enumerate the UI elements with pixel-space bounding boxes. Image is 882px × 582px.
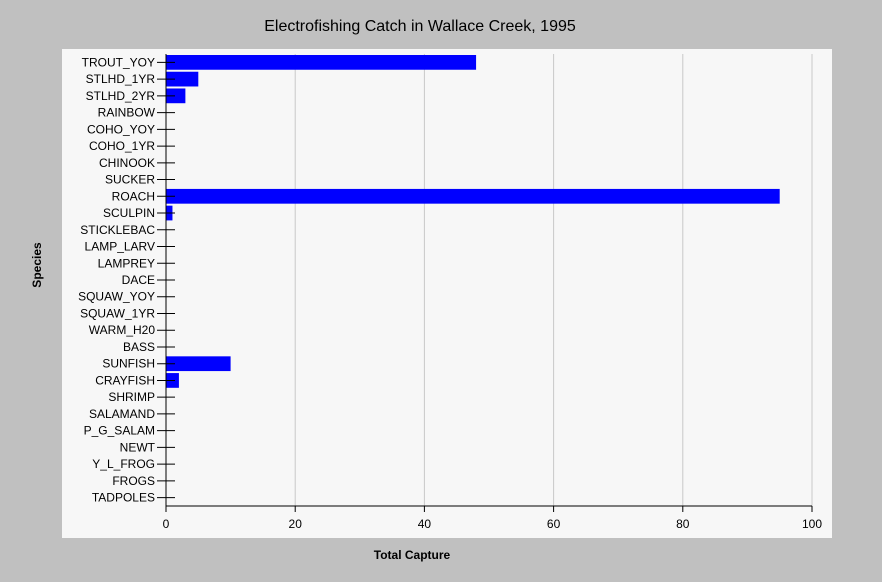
x-tick-label: 60 — [547, 517, 561, 531]
category-label: SUCKER — [105, 173, 155, 187]
category-label: P_G_SALAM — [84, 424, 155, 438]
category-label: TROUT_YOY — [82, 55, 155, 69]
x-tick-label: 20 — [289, 517, 303, 531]
category-label: SQUAW_YOY — [78, 290, 155, 304]
category-label: STICKLEBAC — [80, 223, 155, 237]
category-label: SHRIMP — [108, 390, 155, 404]
x-tick-label: 40 — [418, 517, 432, 531]
bar — [166, 356, 231, 372]
bar — [166, 55, 477, 70]
bar — [166, 188, 780, 204]
x-tick-label: 0 — [163, 517, 170, 531]
category-label: SCULPIN — [103, 206, 155, 220]
category-label: COHO_1YR — [89, 139, 155, 153]
category-label: LAMP_LARV — [85, 240, 155, 254]
plot-panel — [62, 49, 832, 538]
category-label: RAINBOW — [98, 106, 156, 120]
category-label: FROGS — [112, 474, 155, 488]
category-label: CRAYFISH — [95, 373, 155, 387]
category-label: COHO_YOY — [87, 122, 155, 136]
category-label: DACE — [122, 273, 155, 287]
category-label: STLHD_1YR — [86, 72, 156, 86]
category-label: Y_L_FROG — [92, 457, 155, 471]
x-axis-title: Total Capture — [373, 548, 451, 562]
x-tick-label: 80 — [676, 517, 690, 531]
category-label: ROACH — [112, 189, 155, 203]
x-tick-label: 100 — [802, 517, 822, 531]
category-label: SQUAW_1YR — [80, 306, 155, 320]
bar — [166, 71, 199, 87]
category-label: CHINOOK — [99, 156, 155, 170]
category-label: STLHD_2YR — [86, 89, 156, 103]
category-label: NEWT — [120, 440, 156, 454]
category-label: BASS — [123, 340, 155, 354]
category-label: SALAMAND — [89, 407, 155, 421]
chart-title: Electrofishing Catch in Wallace Creek, 1… — [264, 18, 576, 35]
category-label: LAMPREY — [98, 256, 155, 270]
category-label: WARM_H20 — [89, 323, 156, 337]
category-label: TADPOLES — [92, 491, 155, 505]
category-label: SUNFISH — [102, 357, 155, 371]
bar — [166, 88, 186, 104]
